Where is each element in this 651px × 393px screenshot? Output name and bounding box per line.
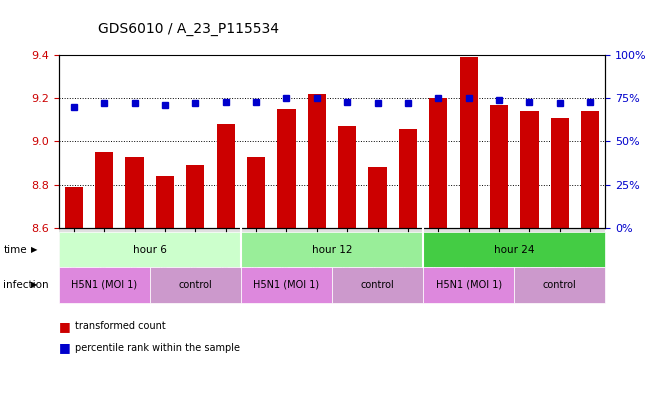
- Text: ■: ■: [59, 320, 70, 333]
- Bar: [399, 129, 417, 228]
- Text: hour 6: hour 6: [133, 244, 167, 255]
- Text: control: control: [361, 280, 395, 290]
- Bar: [490, 105, 508, 228]
- Bar: [277, 109, 296, 228]
- Bar: [247, 156, 265, 228]
- Text: H5N1 (MOI 1): H5N1 (MOI 1): [253, 280, 320, 290]
- Bar: [95, 152, 113, 228]
- Bar: [186, 165, 204, 228]
- Bar: [460, 57, 478, 228]
- Text: H5N1 (MOI 1): H5N1 (MOI 1): [436, 280, 502, 290]
- Text: GDS6010 / A_23_P115534: GDS6010 / A_23_P115534: [98, 22, 279, 36]
- Bar: [217, 124, 235, 228]
- Bar: [338, 126, 356, 228]
- Text: H5N1 (MOI 1): H5N1 (MOI 1): [71, 280, 137, 290]
- Bar: [64, 187, 83, 228]
- Bar: [156, 176, 174, 228]
- Text: ▶: ▶: [31, 245, 38, 254]
- Text: hour 12: hour 12: [312, 244, 352, 255]
- Bar: [429, 98, 447, 228]
- Text: hour 24: hour 24: [494, 244, 534, 255]
- Bar: [581, 111, 600, 228]
- Bar: [520, 111, 538, 228]
- Text: infection: infection: [3, 280, 49, 290]
- Bar: [368, 167, 387, 228]
- Text: control: control: [543, 280, 577, 290]
- Bar: [308, 94, 326, 228]
- Text: ▶: ▶: [31, 281, 38, 289]
- Text: time: time: [3, 244, 27, 255]
- Bar: [551, 118, 569, 228]
- Text: control: control: [178, 280, 212, 290]
- Text: percentile rank within the sample: percentile rank within the sample: [75, 343, 240, 353]
- Text: ■: ■: [59, 341, 70, 354]
- Text: transformed count: transformed count: [75, 321, 165, 331]
- Bar: [126, 156, 144, 228]
